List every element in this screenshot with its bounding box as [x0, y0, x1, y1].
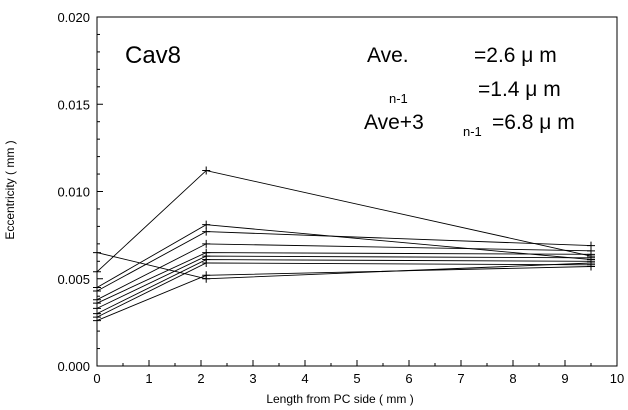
data-point-marker: [202, 227, 211, 236]
data-point-marker: [587, 259, 595, 268]
ave-value: =2.6 μ m: [474, 44, 557, 67]
x-tick-label: 7: [457, 371, 464, 386]
data-point-marker: [202, 259, 211, 268]
y-tick-label: 0.020: [57, 10, 90, 25]
data-point-marker: [93, 267, 101, 276]
data-point-marker: [93, 286, 101, 295]
plot-frame: [96, 16, 618, 367]
y-tick-label: 0.005: [57, 272, 90, 287]
data-point-marker: [93, 316, 101, 325]
series-line-2: [96, 224, 592, 288]
x-tick-label: 5: [353, 371, 360, 386]
ave3-subscript: n-1: [463, 124, 482, 139]
ave3-value: =6.8 μ m: [492, 111, 575, 134]
x-tick-label: 8: [509, 371, 516, 386]
data-point-marker: [202, 220, 211, 229]
y-tick-label: 0.000: [57, 359, 90, 374]
axis-ticks: 0 1 2 3 4 5 6 7 8 9 10 0.000 0.005 0.010 0.015 0.020: [57, 10, 624, 386]
x-tick-label: 0: [93, 371, 100, 386]
x-axis-title: Length from PC side ( mm ): [266, 392, 413, 406]
ave-label: Ave.: [367, 44, 409, 67]
series-group: [93, 166, 595, 325]
sigma-value: =1.4 μ m: [478, 78, 561, 101]
x-tick-label: 9: [561, 371, 568, 386]
y-tick-label: 0.010: [57, 185, 90, 200]
series-line-9: [96, 266, 592, 322]
x-tick-label: 10: [610, 371, 624, 386]
ave3-label: Ave+3: [364, 111, 424, 134]
data-point-marker: [202, 166, 211, 175]
cavity-label: Cav8: [125, 42, 181, 69]
data-point-marker: [202, 239, 211, 248]
series-line-7: [96, 259, 592, 315]
y-axis-title: Eccentricity ( mm ): [3, 140, 17, 239]
data-point-marker: [93, 248, 101, 257]
x-tick-label: 1: [145, 371, 152, 386]
x-tick-label: 4: [301, 371, 308, 386]
x-tick-label: 2: [197, 371, 204, 386]
y-tick-label: 0.015: [57, 97, 90, 112]
data-point-marker: [202, 274, 211, 283]
x-tick-label: 3: [249, 371, 256, 386]
x-tick-label: 6: [405, 371, 412, 386]
sigma-subscript: n-1: [389, 91, 408, 106]
